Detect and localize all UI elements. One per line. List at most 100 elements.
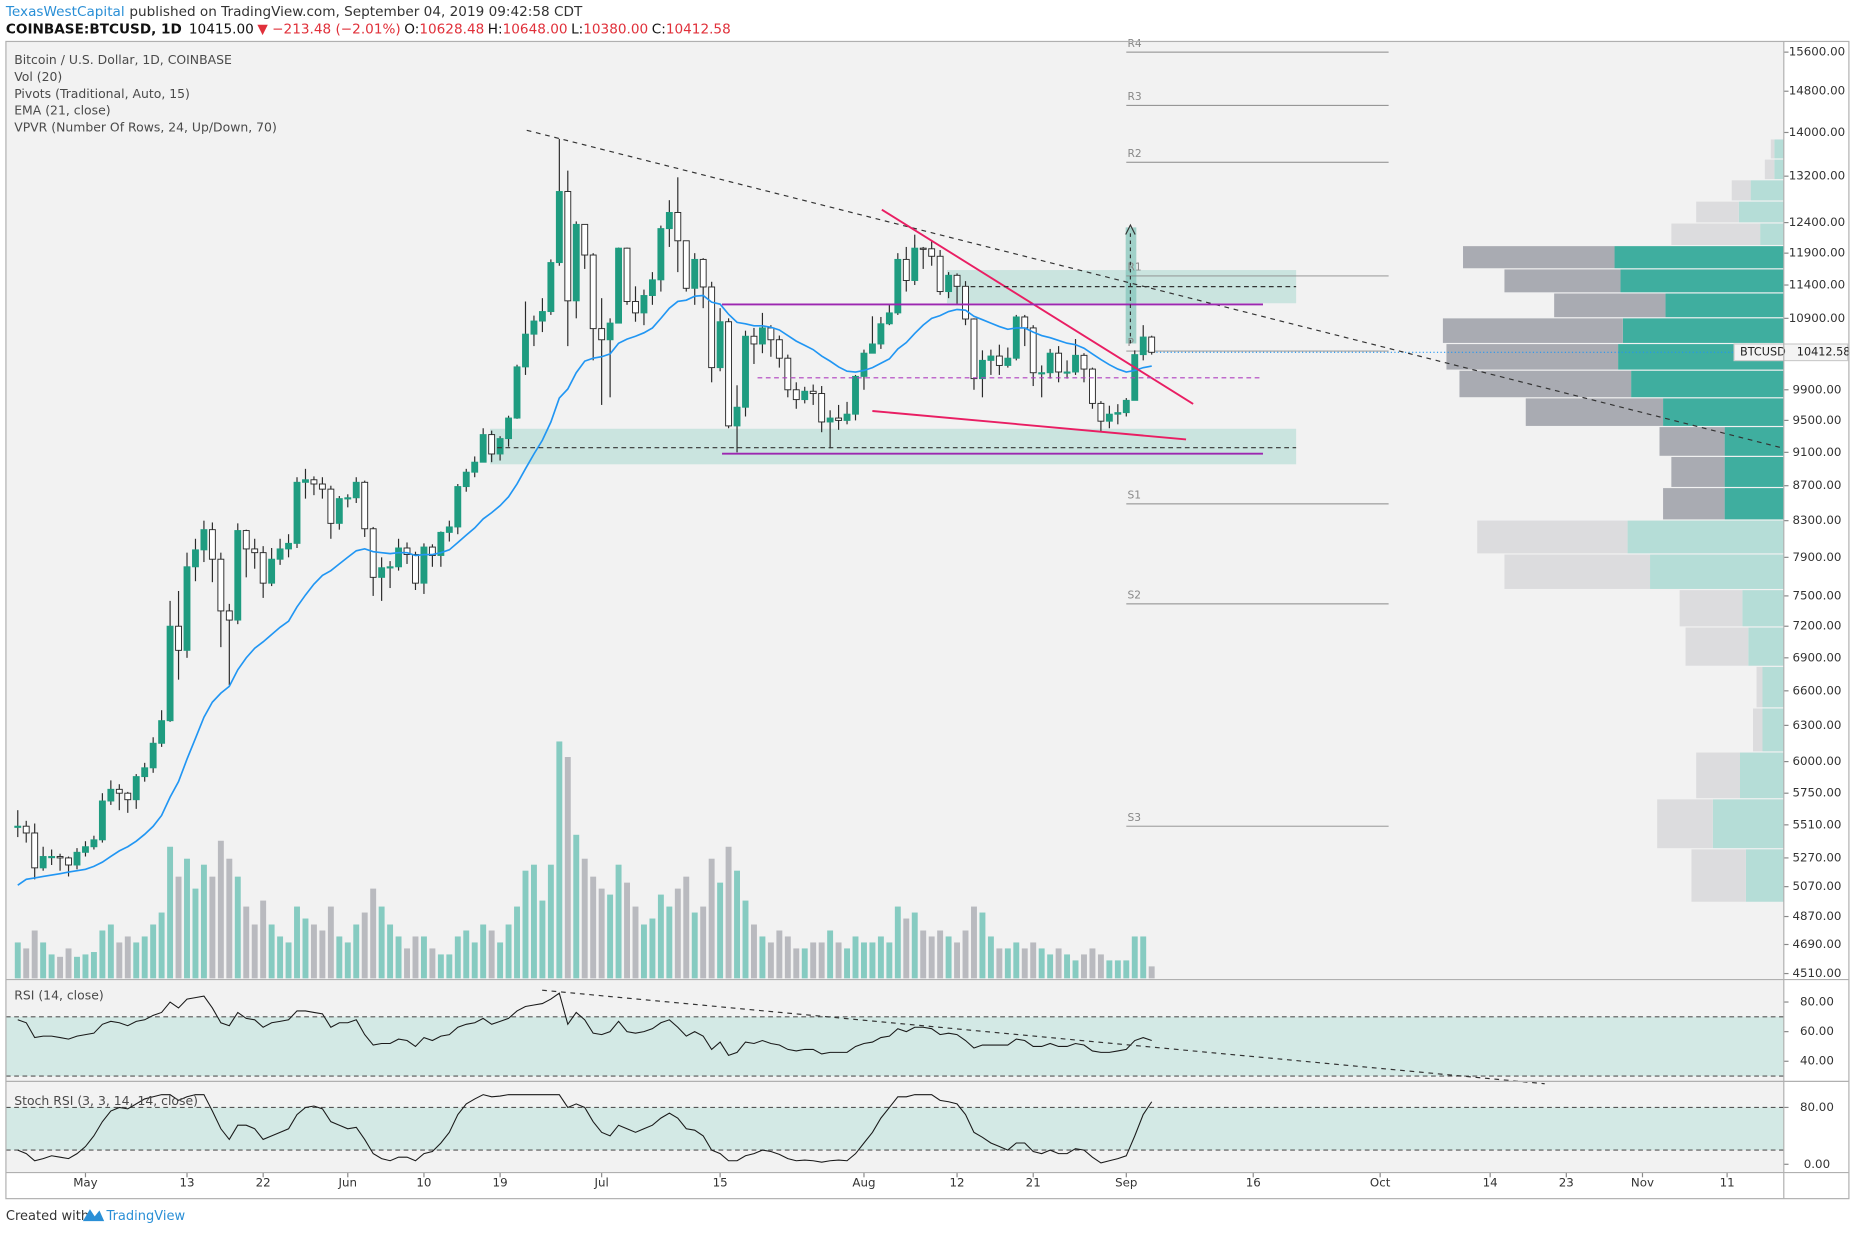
volume-bar (1148, 966, 1155, 979)
candle-body (141, 767, 149, 778)
x-tick-label: 22 (256, 1176, 271, 1190)
candle-body (73, 851, 81, 866)
candle-body (953, 274, 961, 287)
candle-body (302, 479, 309, 483)
volume-bar (454, 936, 461, 979)
candle-body (208, 529, 216, 560)
x-tick-label: 23 (1559, 1176, 1574, 1190)
y-tick-label: 4870.00 (1792, 909, 1841, 923)
vpvr-up (1724, 488, 1784, 520)
volume-bar (1089, 948, 1096, 979)
y-tick-label: 5750.00 (1792, 786, 1841, 800)
volume-bar (1114, 960, 1121, 979)
candle-body (471, 461, 479, 473)
ohlc-value: 10380.00 (583, 22, 648, 38)
trendline (872, 410, 1187, 441)
candle-body (598, 328, 606, 341)
volume-bar (962, 930, 969, 979)
y-tick-label: 12400.00 (1789, 215, 1845, 229)
candle-body (860, 352, 868, 377)
y-tick-label: 8300.00 (1792, 513, 1841, 527)
support-zone (490, 428, 1297, 465)
candle-body (648, 279, 656, 296)
candle-body (919, 247, 927, 250)
vpvr-down (1753, 708, 1763, 752)
chart-frame (5, 40, 1850, 1200)
volume-bar (361, 912, 368, 979)
volume-bar (200, 864, 207, 979)
candle-body (428, 546, 436, 556)
volume-bar (480, 924, 487, 979)
volume-bar (48, 954, 55, 979)
candle-body (1148, 336, 1156, 353)
vpvr-up (1750, 180, 1784, 201)
vpvr-down (1657, 799, 1713, 849)
pivot-label: R2 (1127, 147, 1141, 160)
candle-body (344, 497, 352, 500)
x-tick-label: Sep (1115, 1176, 1137, 1190)
candle-body (149, 742, 157, 769)
symbol: COINBASE:BTCUSD, 1D (6, 22, 182, 38)
volume-bar (1013, 942, 1020, 979)
footer-created: Created with (6, 1209, 89, 1224)
volume-bar (547, 864, 554, 979)
candle-body (962, 285, 969, 320)
volume-bar (751, 924, 757, 979)
volume-bar (116, 942, 123, 979)
candle-body (22, 825, 30, 834)
y-tick-label: 80.00 (1800, 1100, 1834, 1114)
y-tick-label: 7200.00 (1792, 619, 1841, 633)
candle-body (318, 483, 326, 490)
rsi-trendline (542, 989, 1545, 1085)
x-tick-label: 13 (179, 1176, 194, 1190)
volume-bar (624, 882, 630, 979)
plot-background (5, 41, 1784, 1173)
volume-bar (767, 942, 774, 979)
volume-bar (1140, 936, 1147, 979)
volume-bar (463, 930, 470, 979)
volume-bar (336, 936, 343, 979)
pane-title: Stoch RSI (3, 3, 14, 14, close) (14, 1093, 198, 1108)
volume-bar (277, 936, 284, 979)
vpvr-up (1760, 223, 1784, 245)
vpvr-down (1696, 752, 1740, 799)
volume-bar (827, 930, 834, 979)
volume-bar (1131, 936, 1138, 979)
candle-body (496, 438, 504, 455)
y-tick-label: 9100.00 (1792, 445, 1841, 459)
volume-bar (784, 936, 791, 979)
volume-bar (74, 956, 80, 979)
drawings (497, 129, 1782, 1085)
y-tick-label: 14800.00 (1789, 84, 1845, 98)
candle-body (369, 528, 377, 578)
candle-body (82, 846, 89, 853)
volume-bar (1064, 954, 1071, 979)
candle-body (395, 547, 402, 568)
candle-body (242, 530, 250, 550)
vpvr-up (1665, 293, 1784, 318)
volume-bar (937, 930, 944, 979)
volume-bar (302, 918, 309, 979)
volume-bar (429, 948, 436, 979)
vpvr-up (1762, 666, 1784, 708)
candle-body (445, 526, 453, 533)
ohlc-label: O: (404, 22, 419, 38)
pivot-label: R3 (1127, 90, 1141, 103)
band-fill (5, 1107, 1784, 1151)
volume-bar (725, 846, 732, 979)
candle-body (1080, 354, 1088, 370)
legend-entry: Bitcoin / U.S. Dollar, 1D, COINBASE (14, 52, 232, 67)
author[interactable]: TexasWestCapital (5, 4, 125, 20)
volume-bar (810, 942, 817, 979)
vpvr-up (1622, 318, 1784, 343)
y-tick-label: 4510.00 (1792, 966, 1841, 980)
candle-body (14, 825, 22, 828)
candle-body (1097, 402, 1105, 422)
volume-bar (82, 954, 89, 979)
volume-bar (954, 942, 961, 979)
footer-brand[interactable]: TradingView (106, 1209, 186, 1224)
vpvr-down (1442, 318, 1623, 343)
candle-body (166, 625, 174, 722)
candle-body (936, 255, 944, 293)
candle-body (454, 486, 462, 528)
